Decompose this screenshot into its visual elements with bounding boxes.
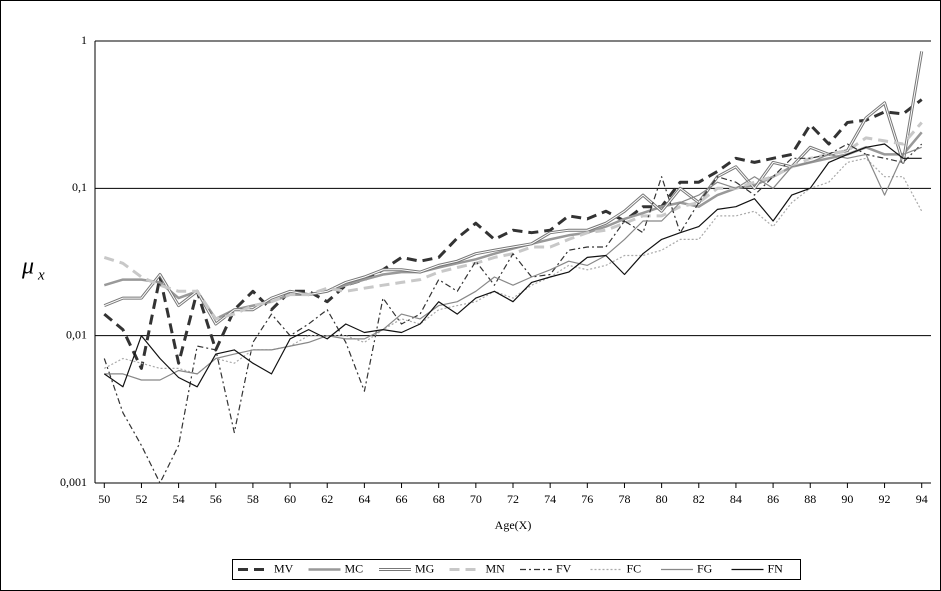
legend-label: MV	[274, 561, 294, 575]
series-line	[103, 143, 923, 484]
legend-label: FV	[556, 561, 572, 575]
series-line	[103, 143, 922, 388]
x-tick-label: 54	[173, 492, 185, 506]
legend-label: MG	[415, 561, 435, 575]
x-tick-label: 62	[321, 492, 333, 506]
x-tick-label: 56	[210, 492, 222, 506]
legend-label: MN	[486, 561, 506, 575]
x-tick-label: 78	[618, 492, 630, 506]
y-axis-label: μ	[21, 254, 34, 280]
x-tick-label: 68	[433, 492, 445, 506]
x-tick-label: 90	[841, 492, 853, 506]
x-tick-label: 84	[730, 492, 742, 506]
series-line	[104, 157, 923, 375]
x-tick-label: 52	[135, 492, 147, 506]
series-line	[103, 98, 923, 370]
x-tick-label: 86	[767, 492, 779, 506]
x-tick-label: 60	[284, 492, 296, 506]
x-tick-label: 70	[470, 492, 482, 506]
x-axis-label: Age(X)	[495, 518, 532, 532]
legend-label: FN	[768, 561, 784, 575]
x-tick-label: 88	[804, 492, 816, 506]
legend	[232, 559, 801, 580]
x-tick-label: 94	[916, 492, 928, 506]
y-tick-label: 0,001	[60, 475, 87, 489]
y-axis-label-subscript: x	[37, 267, 45, 283]
y-tick-label: 1	[81, 33, 87, 47]
series-line	[104, 146, 922, 381]
x-tick-label: 76	[581, 492, 593, 506]
x-tick-label: 80	[656, 492, 668, 506]
x-tick-label: 72	[507, 492, 519, 506]
x-tick-label: 92	[879, 492, 891, 506]
legend-label: MC	[345, 561, 364, 575]
x-tick-label: 58	[247, 492, 259, 506]
x-tick-label: 82	[693, 492, 705, 506]
y-tick-label: 0,01	[66, 327, 87, 341]
y-tick-label: 0,1	[72, 180, 87, 194]
x-tick-label: 74	[544, 492, 556, 506]
x-tick-label: 66	[396, 492, 408, 506]
x-tick-label: 50	[98, 492, 110, 506]
x-tick-label: 64	[358, 492, 370, 506]
legend-label: FC	[627, 561, 642, 575]
legend-label: FG	[697, 561, 713, 575]
